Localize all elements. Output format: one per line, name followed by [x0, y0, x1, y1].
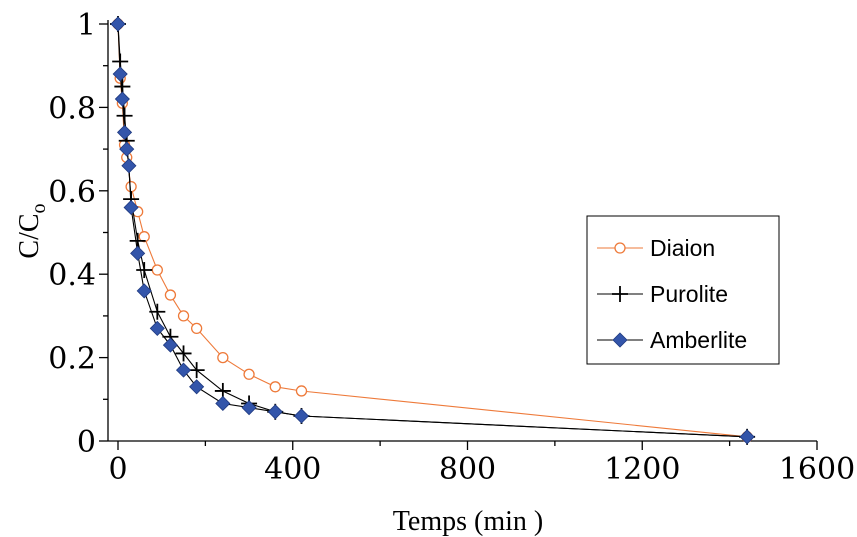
legend-marker: [612, 286, 628, 302]
series-layer: [110, 16, 756, 445]
legend-marker: [612, 332, 628, 348]
data-point: [267, 404, 283, 420]
y-tick-label: 0: [77, 425, 96, 460]
y-axis-title-subscript: o: [28, 203, 50, 213]
data-point: [130, 245, 146, 261]
data-point: [293, 408, 310, 424]
data-point: [739, 429, 755, 445]
data-point: [110, 16, 126, 32]
data-point: [175, 362, 192, 378]
data-point: [116, 124, 133, 140]
data-point: [123, 199, 139, 216]
legend-label: Diaion: [650, 235, 715, 261]
data-point: [116, 107, 133, 124]
data-point: [189, 379, 205, 395]
data-point: [188, 362, 205, 379]
data-point: [295, 385, 308, 397]
legend-marker: [614, 242, 626, 254]
series-amberlite: [110, 16, 755, 445]
data-point: [151, 264, 163, 276]
data-point: [190, 322, 203, 335]
axes: [107, 20, 817, 442]
data-point: [162, 337, 178, 353]
y-tick-label: 0.4: [48, 258, 96, 293]
legend-label: Amberlite: [650, 327, 747, 353]
y-tick-label: 1: [77, 8, 96, 43]
ticks: 0 400 800 1200 1600 0 0.2 0.4 0.6 0.8 1: [48, 8, 855, 487]
data-point: [119, 141, 135, 157]
data-point: [112, 66, 128, 82]
data-point: [149, 320, 165, 336]
data-point: [215, 395, 231, 412]
data-point: [164, 289, 177, 301]
data-point: [136, 262, 153, 279]
x-tick-label: 1200: [604, 452, 680, 487]
data-point: [125, 180, 137, 193]
data-point: [114, 91, 130, 107]
legend-label: Purolite: [650, 281, 728, 307]
x-tick-label: 400: [264, 452, 321, 487]
y-axis-title-main: C/C: [14, 213, 45, 258]
legend-item-amberlite: Amberlite: [597, 327, 747, 353]
y-tick-label: 0.8: [48, 91, 96, 126]
legend-item-diaion: Diaion: [597, 235, 715, 261]
x-tick-label: 1600: [779, 452, 855, 487]
x-tick-label: 0: [108, 452, 127, 487]
legend: Diaion Purolite Amberlite: [586, 215, 780, 365]
y-tick-label: 0.6: [48, 175, 96, 210]
data-point: [241, 400, 257, 416]
data-point: [269, 381, 281, 393]
data-point: [177, 310, 190, 322]
data-point: [121, 158, 137, 174]
y-axis-title: C/Co: [14, 203, 50, 258]
x-tick-label: 800: [439, 452, 496, 487]
data-point: [243, 368, 255, 380]
legend-item-purolite: Purolite: [597, 281, 728, 307]
data-point: [175, 345, 192, 362]
data-point: [217, 351, 229, 364]
data-point: [136, 283, 152, 299]
x-axis-title: Temps (min ): [393, 506, 543, 537]
y-tick-label: 0.2: [48, 342, 96, 377]
